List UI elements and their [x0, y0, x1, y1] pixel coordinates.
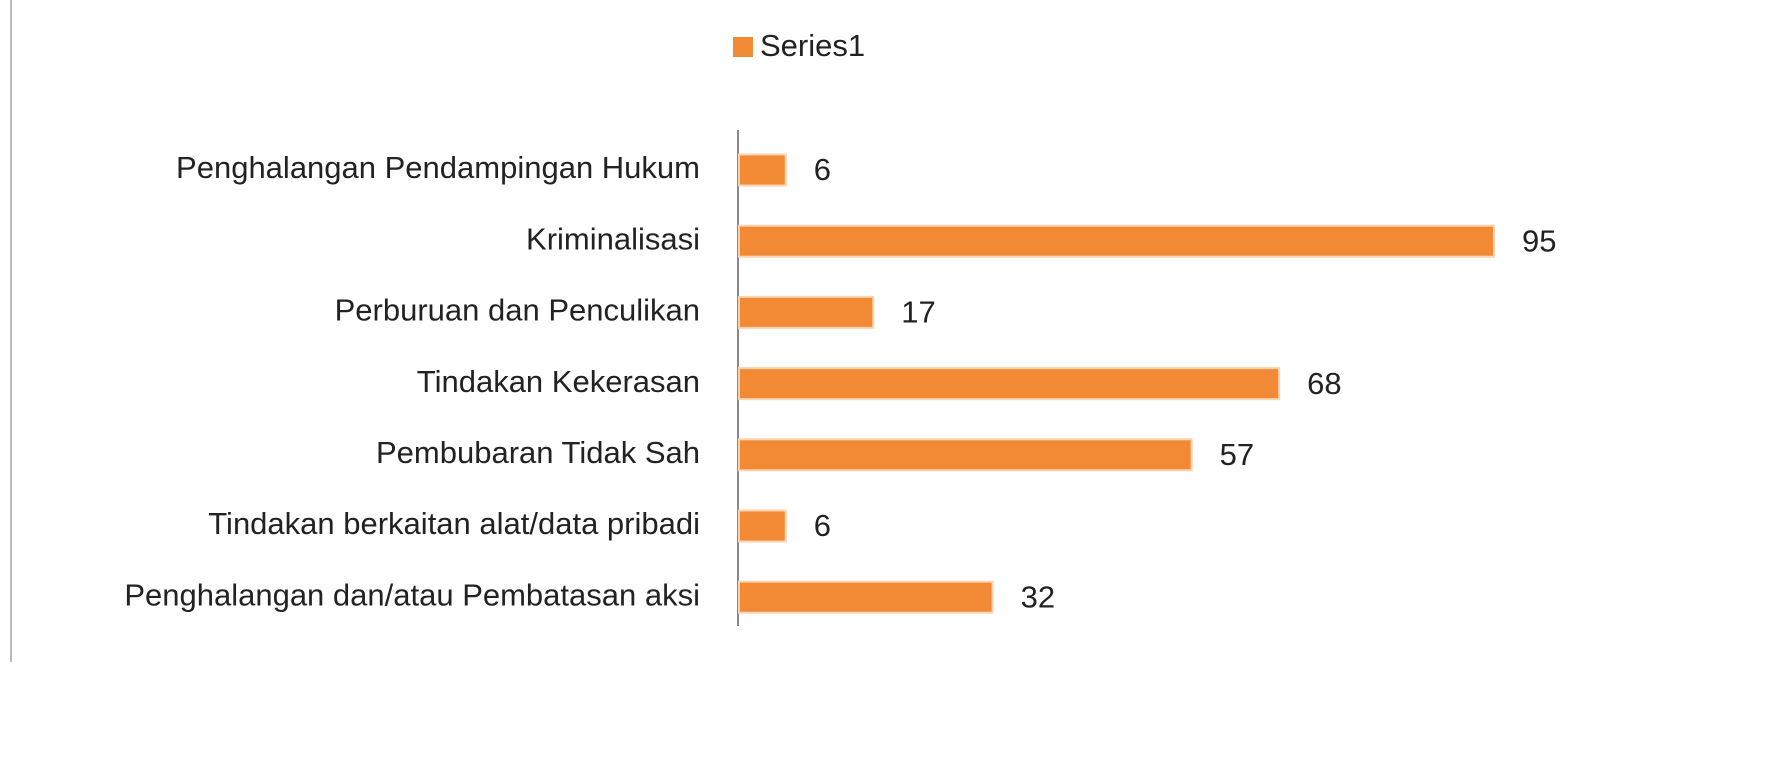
y-tick-label: Tindakan Kekerasan	[417, 364, 700, 399]
bar	[738, 438, 1193, 472]
data-label: 57	[1220, 437, 1254, 472]
y-tick-label: Penghalangan Pendampingan Hukum	[176, 150, 700, 185]
data-label: 6	[814, 508, 831, 543]
data-label: 95	[1522, 223, 1556, 258]
bar	[738, 295, 875, 329]
bar	[738, 509, 787, 543]
data-label: 32	[1021, 579, 1055, 614]
y-tick-label: Kriminalisasi	[526, 221, 700, 256]
bar	[738, 224, 1495, 258]
legend-swatch	[733, 37, 753, 57]
bar	[738, 367, 1281, 401]
data-label: 68	[1307, 366, 1341, 401]
bar	[738, 580, 994, 614]
y-tick-label: Penghalangan dan/atau Pembatasan aksi	[124, 577, 700, 612]
data-label: 6	[814, 152, 831, 187]
y-tick-label: Perburuan dan Penculikan	[335, 293, 700, 328]
y-tick-label: Pembubaran Tidak Sah	[376, 435, 700, 470]
y-tick-label: Tindakan berkaitan alat/data pribadi	[208, 506, 700, 541]
bar	[738, 153, 787, 187]
data-label: 17	[901, 295, 935, 330]
legend-label: Series1	[760, 28, 865, 63]
